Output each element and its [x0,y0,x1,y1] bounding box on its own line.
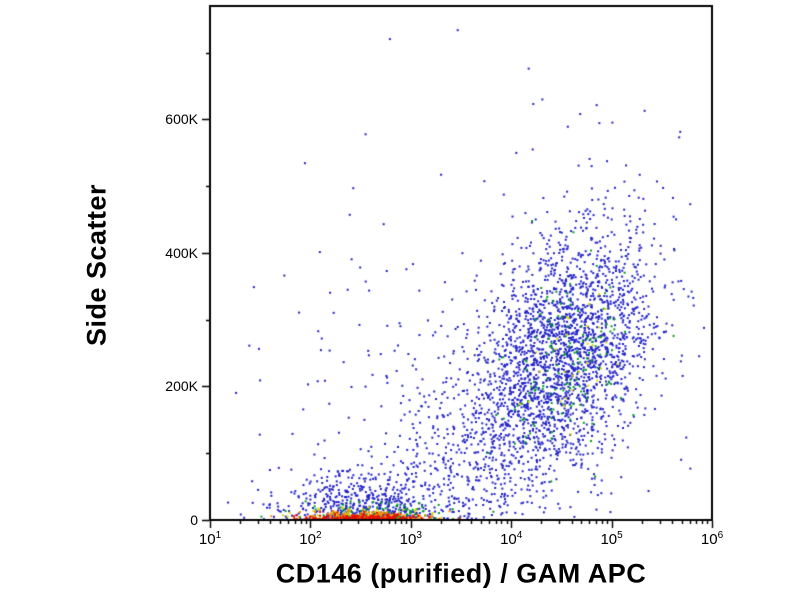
y-axis-label: Side Scatter [81,183,112,347]
x-axis-label: CD146 (purified) / GAM APC [275,558,647,589]
